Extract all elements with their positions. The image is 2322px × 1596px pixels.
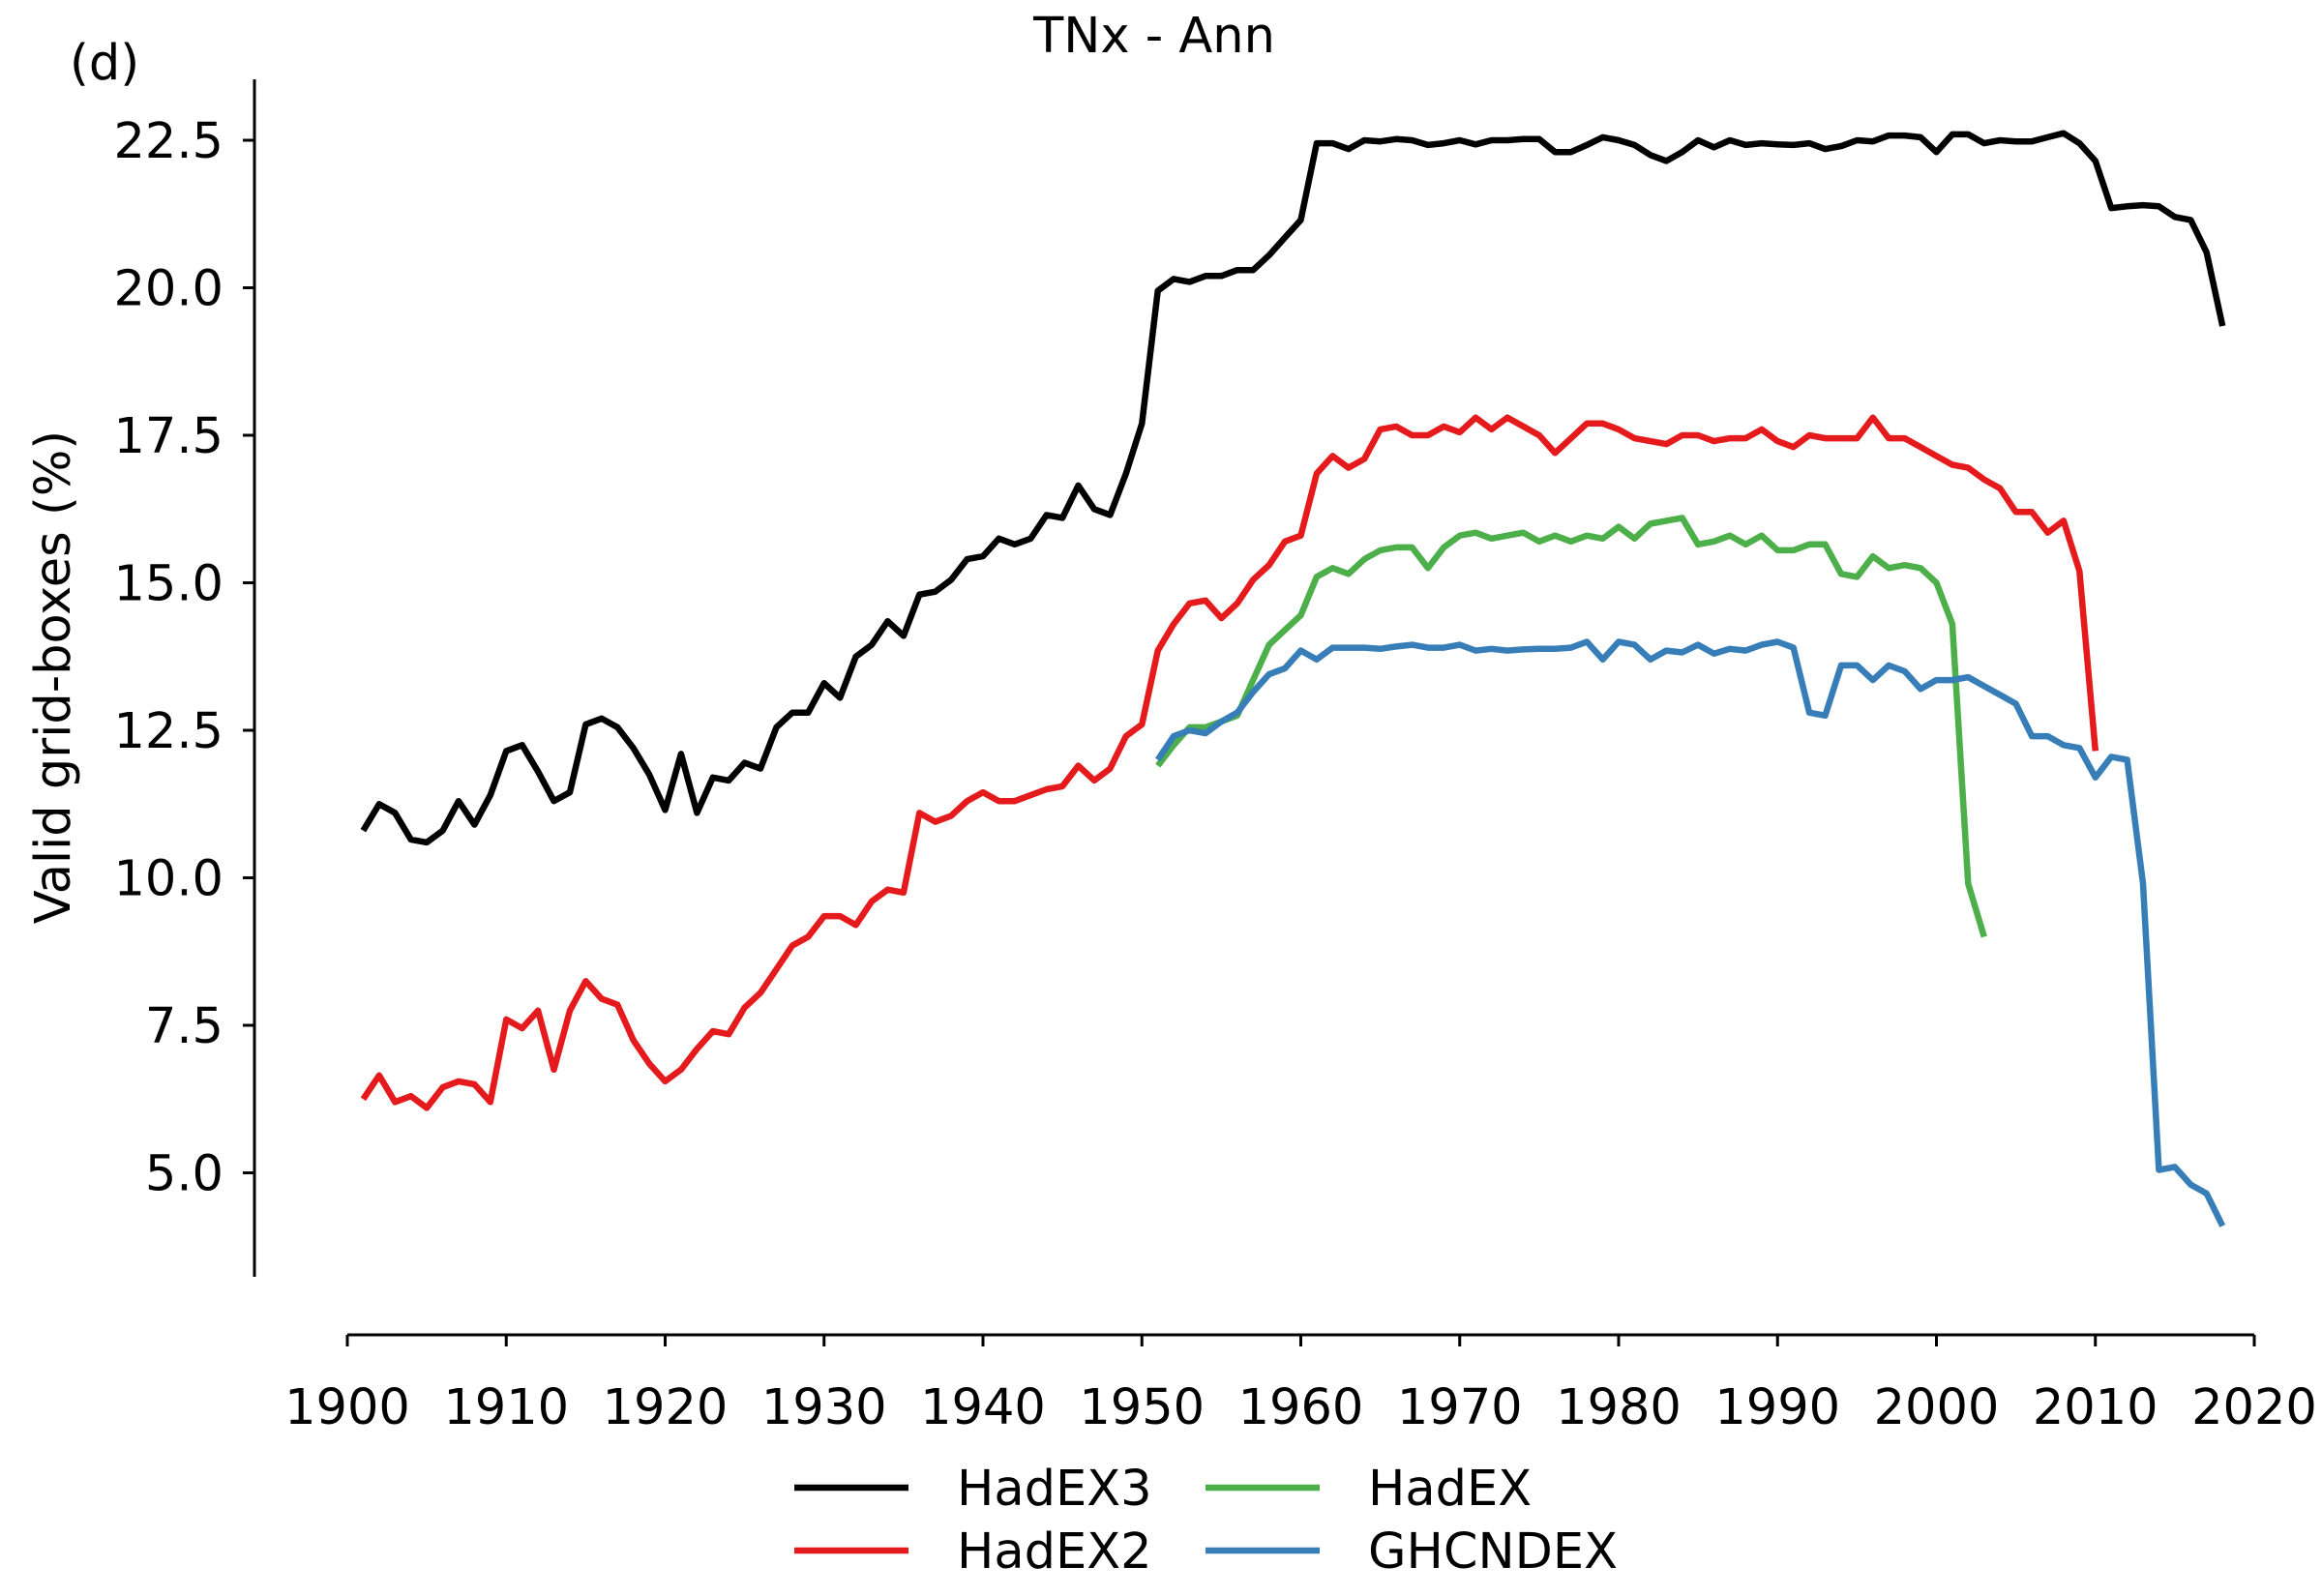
x-ticks: 1900 1910 1920 1930 1940 1950 1960 1970 1980 1990…: [284, 1335, 2317, 1436]
y-tick-label: 17.5: [113, 408, 223, 465]
y-tick-label: 12.5: [113, 703, 223, 760]
y-ticks: 5.0 7.5 10.0 12.5 15.0 17.5 20.0 22.5: [113, 113, 254, 1203]
legend-label-hadex2: HadEX2: [957, 1523, 1152, 1581]
x-tick-label: 1920: [603, 1379, 729, 1436]
series-line-hadex3: [360, 130, 2226, 846]
y-tick-label: 10.0: [113, 851, 223, 908]
x-tick-label: 1900: [284, 1379, 410, 1436]
x-tick-label: 1990: [1714, 1379, 1840, 1436]
y-tick-label: 15.0: [113, 556, 223, 613]
y-tick-label: 22.5: [113, 113, 223, 170]
y-axis-label: Valid grid-boxes (%): [25, 430, 82, 924]
series-line-hadex2: [360, 414, 2099, 1111]
series-line-ghcndex: [1155, 638, 2226, 1227]
legend-label-hadex3: HadEX3: [957, 1461, 1152, 1518]
x-tick-label: 2010: [2033, 1379, 2158, 1436]
x-tick-label: 1930: [761, 1379, 887, 1436]
x-tick-label: 1960: [1238, 1379, 1364, 1436]
x-tick-label: 1950: [1079, 1379, 1205, 1436]
y-tick-label: 20.0: [113, 261, 223, 318]
x-tick-label: 2000: [1874, 1379, 2000, 1436]
chart-title: TNx - Ann: [1032, 8, 1275, 65]
legend-label-hadex: HadEX: [1368, 1461, 1532, 1518]
series-line-hadex: [1155, 515, 1987, 938]
x-tick-label: 1940: [920, 1379, 1046, 1436]
legend-label-ghcndex: GHCNDEX: [1368, 1523, 1618, 1581]
y-tick-label: 7.5: [145, 998, 223, 1055]
x-tick-label: 2020: [2191, 1379, 2317, 1436]
y-tick-label: 5.0: [145, 1146, 223, 1203]
x-tick-label: 1980: [1556, 1379, 1682, 1436]
x-tick-label: 1970: [1397, 1379, 1523, 1436]
x-tick-label: 1910: [443, 1379, 569, 1436]
series-lines: [360, 130, 2226, 1227]
panel-label: (d): [70, 35, 139, 92]
